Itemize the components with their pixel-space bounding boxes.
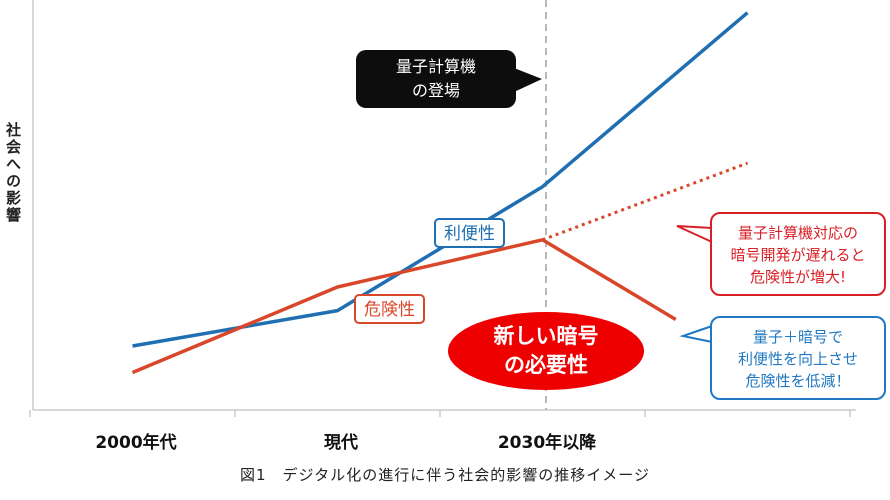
series-label-risk: 危険性 <box>354 294 425 324</box>
quantum-callout-tail <box>514 68 542 92</box>
y-axis-label: 社会への影響 <box>4 122 22 224</box>
series-line-2 <box>541 161 749 242</box>
delay-warning-text: 量子計算機対応の 暗号開発が遅れると 危険性が増大! <box>730 224 866 286</box>
new-crypto-text: 新しい暗号 の必要性 <box>493 324 599 377</box>
series-label-convenience: 利便性 <box>434 218 505 248</box>
quantum-computer-callout: 量子計算機 の登場 <box>356 50 516 108</box>
delay-callout-tail <box>676 225 713 244</box>
series-line-1 <box>131 238 677 375</box>
figure-caption: 図1 デジタル化の進行に伴う社会的影響の推移イメージ <box>240 466 650 484</box>
new-crypto-ellipse <box>448 312 644 390</box>
delay-warning-callout: 量子計算機対応の 暗号開発が遅れると 危険性が増大! <box>710 212 886 296</box>
benefit-callout: 量子＋暗号で 利便性を向上させ 危険性を低減！ <box>710 316 886 400</box>
x-tick-label-2000s: 2000年代 <box>95 433 177 453</box>
benefit-text: 量子＋暗号で 利便性を向上させ 危険性を低減！ <box>737 328 858 390</box>
benefit-callout-tail <box>679 324 713 344</box>
x-tick-label-2030: 2030年以降 <box>497 433 597 453</box>
x-tick-label-present: 現代 <box>324 433 358 453</box>
quantum-callout-text: 量子計算機 の登場 <box>395 57 476 100</box>
